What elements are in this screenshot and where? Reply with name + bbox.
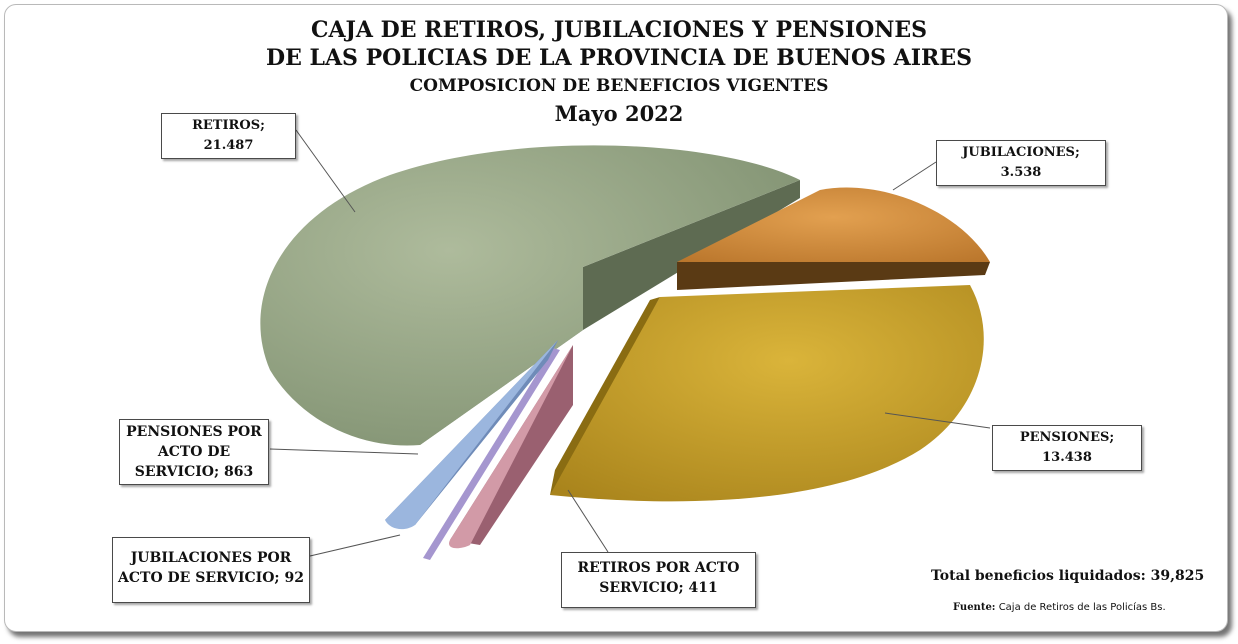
slice-jubilaciones-acto-servicio: [423, 348, 560, 560]
label-pensiones-acto-servicio: PENSIONES POR ACTO DE SERVICIO; 863: [119, 419, 269, 485]
chart-title-line-2: DE LAS POLICIAS DE LA PROVINCIA DE BUENO…: [266, 45, 972, 71]
label-retiros-acto-servicio: RETIROS POR ACTO SERVICIO; 411: [561, 552, 756, 608]
leader-lines: [269, 129, 991, 557]
label-jubilaciones-acto-servicio: JUBILACIONES POR ACTO DE SERVICIO; 92: [112, 537, 310, 603]
slice-pensiones-acto-servicio: [385, 340, 558, 530]
leader-retiros: [295, 129, 356, 213]
chart-frame: [4, 4, 1228, 632]
slice-retiros: [260, 145, 800, 446]
source-note: Fuente: Caja de Retiros de las Policías …: [953, 602, 1166, 613]
leader-retiros-acto: [567, 489, 609, 553]
source-text: Caja de Retiros de las Policías Bs.: [998, 602, 1166, 613]
leader-pensiones-acto: [269, 448, 419, 455]
leader-jubilaciones-acto: [309, 534, 401, 557]
chart-period: Mayo 2022: [554, 101, 684, 126]
label-retiros: RETIROS; 21.487: [161, 113, 296, 159]
chart-title-line-1: CAJA DE RETIROS, JUBILACIONES Y PENSIONE…: [310, 17, 928, 43]
slice-pensiones: [550, 285, 984, 502]
leader-pensiones: [884, 412, 991, 429]
label-pensiones: PENSIONES; 13.438: [992, 425, 1142, 471]
label-jubilaciones: JUBILACIONES; 3.538: [936, 140, 1106, 186]
source-label: Fuente:: [953, 602, 996, 613]
chart-subtitle: COMPOSICION DE BENEFICIOS VIGENTES: [409, 76, 829, 96]
slice-retiros-acto-servicio: [449, 345, 573, 549]
slice-jubilaciones: [677, 187, 990, 290]
total-benefits: Total beneficios liquidados: 39,825: [931, 568, 1205, 584]
leader-jubilaciones: [892, 161, 937, 191]
